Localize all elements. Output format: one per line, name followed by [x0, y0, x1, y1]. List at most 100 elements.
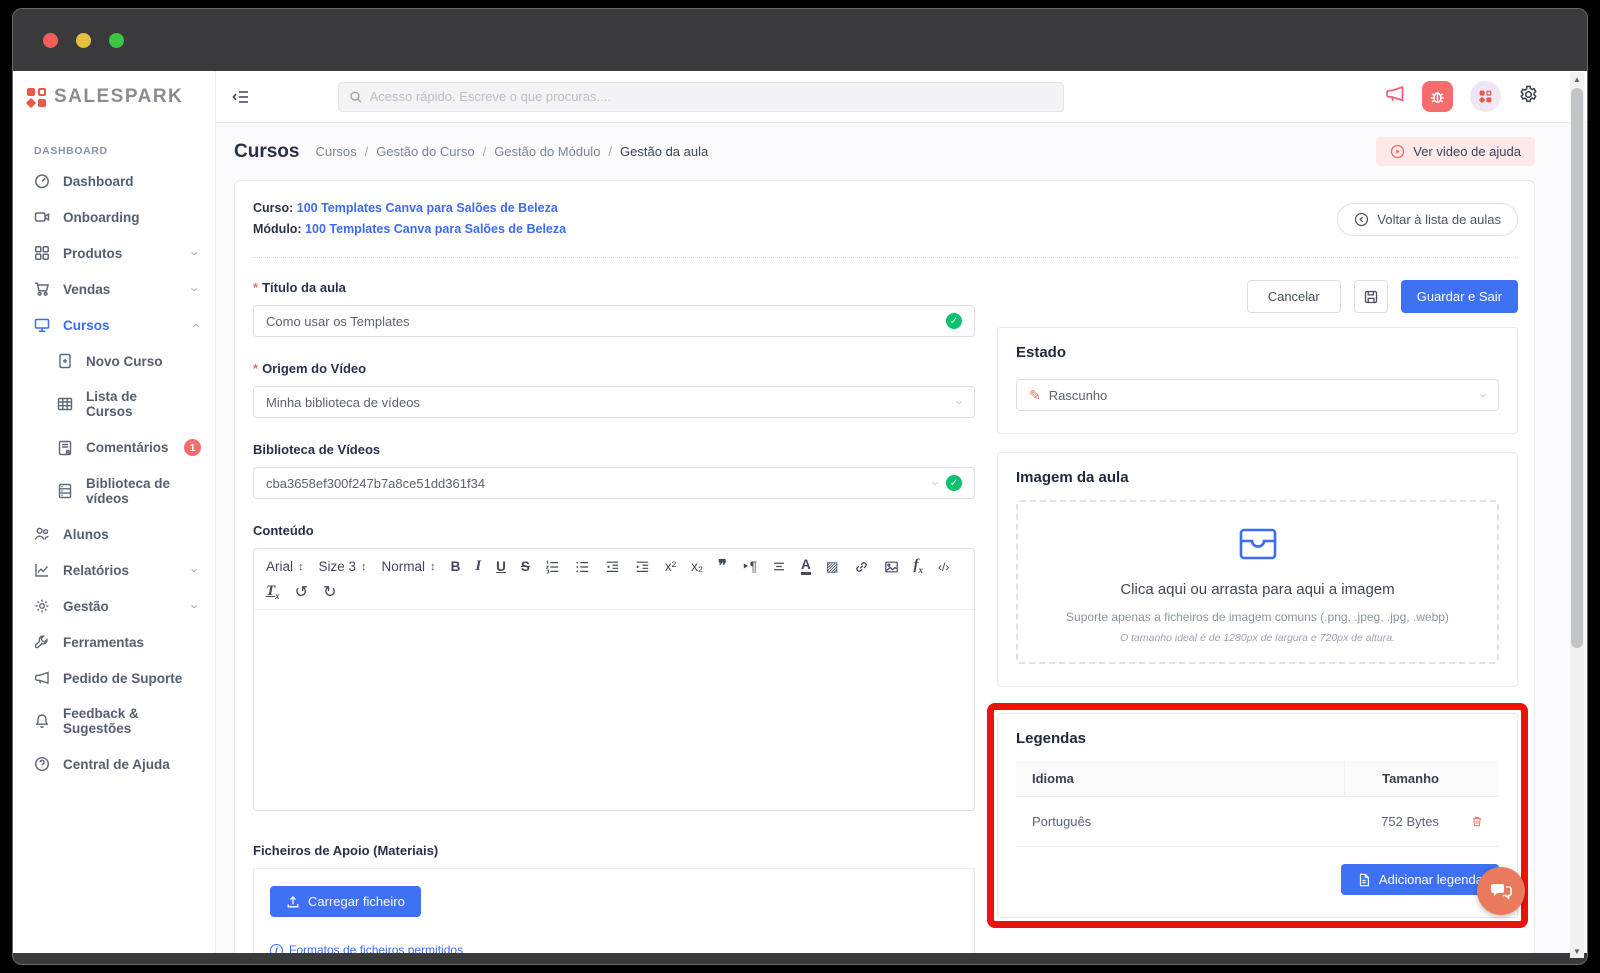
minimize-window-button[interactable]	[76, 32, 91, 48]
titulo-input[interactable]: Como usar os Templates ✓	[253, 305, 975, 337]
sidebar-item-cursos[interactable]: Cursos ›	[13, 307, 215, 343]
highlight-button[interactable]: ▨	[825, 558, 839, 574]
chevron-down-icon: ›	[187, 567, 203, 573]
help-icon	[34, 756, 50, 772]
annotation-highlight: Legendas Idioma Tamanho Portu	[987, 703, 1528, 928]
ficheiros-label: Ficheiros de Apoio (Materiais)	[253, 843, 439, 858]
italic-button[interactable]: I	[475, 558, 482, 574]
arrow-left-circle-icon	[1355, 212, 1369, 226]
ordered-list-button[interactable]	[545, 559, 560, 574]
sidebar-item-lista-de-cursos[interactable]: Lista de Cursos 1	[13, 379, 215, 429]
scroll-up-arrow[interactable]: ▲	[1573, 74, 1581, 84]
formula-button[interactable]: fx	[913, 557, 924, 575]
code-view-button[interactable]: ‹/›	[938, 559, 950, 574]
outdent-button[interactable]	[605, 560, 620, 574]
clear-format-button[interactable]: Tx	[266, 583, 280, 601]
breadcrumb-item[interactable]: Gestão do Módulo	[494, 144, 601, 159]
course-line: Curso: 100 Templates Canva para Salões d…	[253, 201, 558, 215]
module-line: Módulo: 100 Templates Canva para Salões …	[253, 222, 567, 236]
support-files-box: Carregar ficheiro i Formatos de ficheiro…	[253, 868, 975, 953]
text-direction-button[interactable]: ‣¶	[741, 558, 757, 574]
legendas-table: Idioma Tamanho Português 752 Bytes	[1016, 761, 1499, 847]
insert-image-button[interactable]	[884, 560, 899, 574]
quick-search[interactable]	[338, 81, 1064, 112]
paragraph-style-select[interactable]: Normal ↕	[381, 559, 436, 574]
collapse-sidebar-button[interactable]	[228, 84, 254, 110]
monitor-icon	[34, 318, 50, 332]
estado-select[interactable]: ✎ Rascunho ›	[1016, 379, 1499, 411]
editor-content-area[interactable]	[254, 610, 974, 810]
sidebar-nav: DASHBOARD Dashboard Onboarding Produtos …	[13, 123, 215, 782]
course-link[interactable]: 100 Templates Canva para Salões de Belez…	[296, 201, 558, 215]
breadcrumb: Cursos / Gestão do Curso / Gestão do Mód…	[315, 144, 709, 159]
save-floppy-icon	[1364, 290, 1377, 303]
breadcrumb-item[interactable]: Gestão do Curso	[376, 144, 475, 159]
underline-button[interactable]: U	[496, 558, 506, 574]
editor-toolbar: Arial ↕ Size 3 ↕ Normal ↕ B I U S	[254, 549, 974, 610]
text-color-button[interactable]: A	[801, 558, 811, 575]
divider	[253, 257, 1518, 258]
blockquote-button[interactable]: ❞	[718, 557, 727, 575]
sidebar-item-ferramentas[interactable]: Ferramentas	[13, 624, 215, 660]
settings-button[interactable]	[1518, 84, 1539, 110]
sidebar-item-dashboard[interactable]: Dashboard	[13, 163, 215, 199]
link-button[interactable]	[854, 560, 869, 574]
align-button[interactable]	[772, 560, 786, 573]
redo-button[interactable]: ↻	[323, 583, 337, 601]
chat-bubbles-icon	[1491, 884, 1512, 900]
module-link[interactable]: 100 Templates Canva para Salões de Belez…	[305, 222, 567, 236]
bullet-list-button[interactable]	[575, 560, 590, 574]
sidebar-item-onboarding[interactable]: Onboarding	[13, 199, 215, 235]
search-input[interactable]	[369, 89, 1053, 104]
sidebar-item-relatorios[interactable]: Relatórios ›	[13, 552, 215, 588]
sidebar-item-alunos[interactable]: Alunos	[13, 516, 215, 552]
allowed-formats-link[interactable]: i Formatos de ficheiros permitidos	[270, 943, 958, 953]
wrench-icon	[34, 635, 48, 649]
maximize-window-button[interactable]	[109, 32, 124, 48]
dropzone-text: Clica aqui ou arrasta para aqui a imagem	[1120, 581, 1395, 598]
announcements-button[interactable]	[1385, 84, 1405, 109]
font-select[interactable]: Arial ↕	[266, 559, 304, 574]
scroll-down-arrow[interactable]: ▼	[1573, 946, 1581, 956]
subscript-button[interactable]: x₂	[691, 558, 704, 574]
sidebar-item-comentarios[interactable]: Comentários 1	[13, 429, 215, 466]
sidebar-item-biblioteca-de-videos[interactable]: Biblioteca de vídeos	[13, 466, 215, 516]
close-window-button[interactable]	[43, 32, 58, 48]
superscript-button[interactable]: x²	[664, 558, 677, 574]
sidebar-item-produtos[interactable]: Produtos ›	[13, 235, 215, 271]
report-bug-button[interactable]	[1422, 81, 1453, 112]
upload-file-button[interactable]: Carregar ficheiro	[270, 886, 421, 917]
upload-icon	[287, 895, 299, 907]
user-avatar[interactable]	[1470, 81, 1501, 112]
scrollbar[interactable]: ▲ ▼	[1570, 72, 1584, 958]
add-legenda-button[interactable]: Adicionar legenda	[1340, 864, 1499, 895]
save-button[interactable]	[1353, 280, 1388, 313]
chart-icon	[35, 564, 49, 577]
sidebar-item-pedido-de-suporte[interactable]: Pedido de Suporte	[13, 660, 215, 696]
indent-button[interactable]	[635, 560, 650, 574]
dropzone-size-note: O tamanho ideal é de 1280px de largura e…	[1120, 632, 1395, 644]
bold-button[interactable]: B	[450, 558, 461, 574]
sidebar-item-central-de-ajuda[interactable]: Central de Ajuda	[13, 746, 215, 782]
origem-select[interactable]: Minha biblioteca de vídeos ›	[253, 386, 975, 418]
chat-support-button[interactable]	[1477, 867, 1525, 915]
save-exit-button[interactable]: Guardar e Sair	[1400, 280, 1518, 313]
delete-legenda-button[interactable]	[1455, 797, 1499, 846]
cancel-button[interactable]: Cancelar	[1246, 280, 1341, 313]
image-dropzone[interactable]: Clica aqui ou arrasta para aqui a imagem…	[1016, 500, 1499, 664]
dropzone-support-text: Suporte apenas a ficheiros de imagem com…	[1066, 610, 1449, 624]
legendas-panel: Legendas Idioma Tamanho Portu	[997, 713, 1518, 918]
sidebar-item-vendas[interactable]: Vendas ›	[13, 271, 215, 307]
sidebar-item-novo-curso[interactable]: Novo Curso	[13, 343, 215, 379]
help-video-button[interactable]: Ver video de ajuda	[1376, 137, 1535, 166]
back-to-lessons-button[interactable]: Voltar à lista de aulas	[1337, 202, 1518, 236]
scrollbar-thumb[interactable]	[1571, 88, 1583, 648]
logo[interactable]: SALESPARK	[13, 71, 215, 123]
strikethrough-button[interactable]: S	[520, 558, 530, 574]
undo-button[interactable]: ↺	[294, 583, 309, 601]
sidebar-item-feedback[interactable]: Feedback & Sugestões	[13, 696, 215, 746]
biblioteca-select[interactable]: cba3658ef300f247b7a8ce51dd361f34 › ✓	[253, 467, 975, 499]
font-size-select[interactable]: Size 3 ↕	[318, 559, 367, 574]
sidebar-item-gestao[interactable]: Gestão ›	[13, 588, 215, 624]
breadcrumb-item[interactable]: Cursos	[315, 144, 357, 159]
